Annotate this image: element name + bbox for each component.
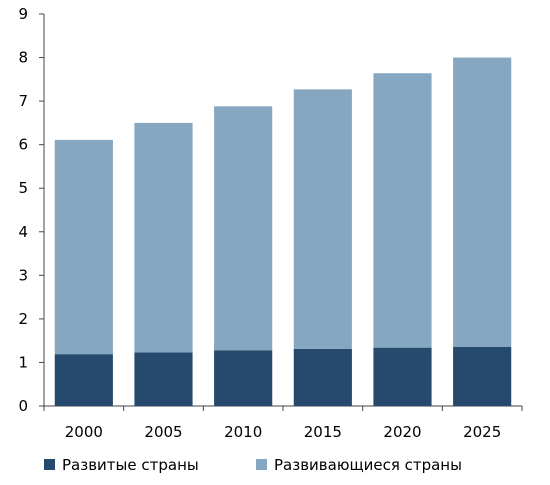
y-tick-label: 7 xyxy=(18,92,28,110)
y-tick-label: 6 xyxy=(18,136,28,154)
y-axis: 0 1 2 3 4 5 6 7 8 9 xyxy=(18,5,45,415)
y-tick-label: 0 xyxy=(18,397,28,415)
x-tick-label: 2015 xyxy=(304,423,342,441)
bar-developing-2000 xyxy=(54,139,113,355)
legend-label-developed: Развитые страны xyxy=(62,456,199,474)
bar-developed-2010 xyxy=(214,350,273,406)
bar-developing-2015 xyxy=(293,89,352,349)
x-axis: 2000 2005 2010 2015 2020 2025 xyxy=(43,405,523,441)
bar-developing-2020 xyxy=(373,73,432,348)
x-tick-label: 2025 xyxy=(463,423,501,441)
x-tick-label: 2000 xyxy=(65,423,103,441)
y-tick-label: 9 xyxy=(18,5,28,23)
bar-developed-2005 xyxy=(134,352,193,406)
bar-developing-2025 xyxy=(453,57,512,347)
bar-developing-2010 xyxy=(214,106,273,351)
bar-developing-2005 xyxy=(134,122,193,353)
bars-group xyxy=(54,57,512,406)
legend: Развитые страны Развивающиеся страны xyxy=(44,456,462,474)
y-tick-label: 3 xyxy=(18,266,28,284)
bar-developed-2000 xyxy=(54,354,113,406)
y-tick-label: 5 xyxy=(18,179,28,197)
x-tick-label: 2020 xyxy=(383,423,421,441)
y-tick-label: 4 xyxy=(18,223,28,241)
bar-developed-2025 xyxy=(453,346,512,406)
bar-developed-2015 xyxy=(293,348,352,406)
y-tick-label: 8 xyxy=(18,49,28,67)
y-tick-label: 1 xyxy=(18,353,28,371)
x-tick-label: 2010 xyxy=(224,423,262,441)
x-tick-label: 2005 xyxy=(144,423,182,441)
legend-swatch-developing xyxy=(256,459,267,470)
legend-swatch-developed xyxy=(44,459,55,470)
bar-developed-2020 xyxy=(373,347,432,406)
y-tick-label: 2 xyxy=(18,310,28,328)
legend-label-developing: Развивающиеся страны xyxy=(274,456,462,474)
